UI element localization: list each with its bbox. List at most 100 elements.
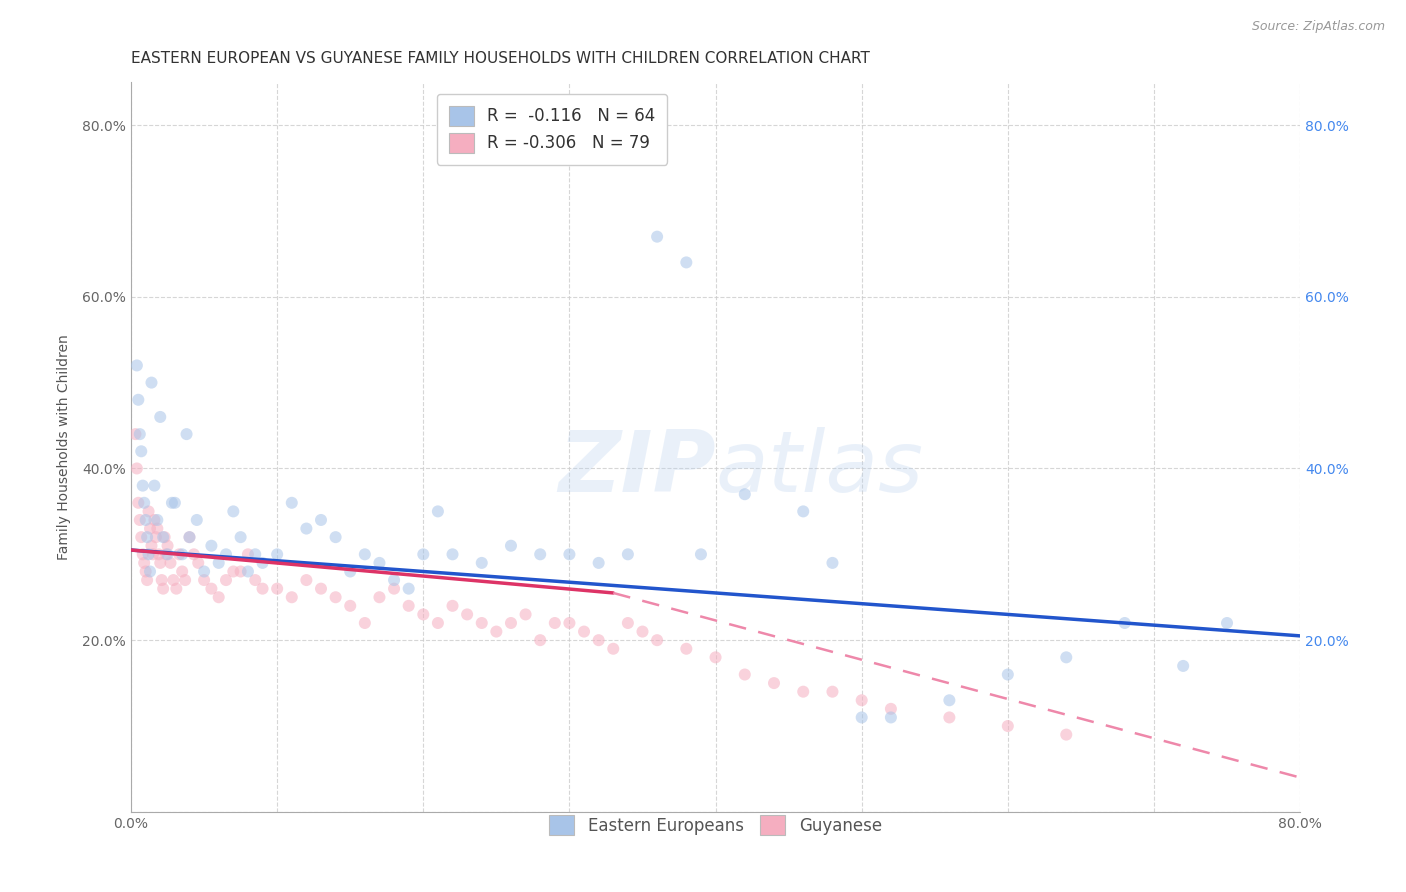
- Point: [295, 522, 318, 536]
- Point: [128, 427, 150, 442]
- Point: [252, 556, 274, 570]
- Text: atlas: atlas: [716, 427, 924, 510]
- Point: [325, 591, 347, 605]
- Point: [229, 530, 252, 544]
- Point: [141, 539, 163, 553]
- Point: [1216, 615, 1239, 630]
- Point: [266, 582, 288, 596]
- Point: [208, 556, 231, 570]
- Y-axis label: Family Households with Children: Family Households with Children: [58, 334, 72, 560]
- Point: [145, 530, 167, 544]
- Point: [156, 539, 179, 553]
- Point: [132, 478, 155, 492]
- Point: [529, 547, 551, 561]
- Point: [150, 573, 173, 587]
- Point: [148, 547, 170, 561]
- Point: [127, 392, 149, 407]
- Point: [880, 710, 903, 724]
- Point: [645, 633, 668, 648]
- Point: [412, 607, 434, 622]
- Point: [880, 702, 903, 716]
- Point: [851, 693, 873, 707]
- Point: [222, 565, 245, 579]
- Point: [426, 504, 449, 518]
- Point: [602, 641, 624, 656]
- Legend: Eastern Europeans, Guyanese: Eastern Europeans, Guyanese: [541, 806, 890, 844]
- Point: [135, 513, 157, 527]
- Point: [821, 556, 844, 570]
- Point: [125, 461, 148, 475]
- Point: [1054, 728, 1077, 742]
- Point: [631, 624, 654, 639]
- Point: [149, 556, 172, 570]
- Point: [485, 624, 508, 639]
- Point: [179, 530, 201, 544]
- Point: [127, 496, 149, 510]
- Point: [128, 513, 150, 527]
- Point: [165, 582, 187, 596]
- Point: [187, 556, 209, 570]
- Point: [309, 513, 332, 527]
- Point: [456, 607, 478, 622]
- Point: [572, 624, 595, 639]
- Point: [588, 556, 610, 570]
- Point: [236, 565, 259, 579]
- Point: [200, 582, 222, 596]
- Point: [134, 556, 156, 570]
- Point: [152, 530, 174, 544]
- Point: [149, 409, 172, 424]
- Point: [179, 530, 201, 544]
- Point: [368, 591, 391, 605]
- Point: [153, 530, 176, 544]
- Point: [138, 504, 160, 518]
- Point: [146, 522, 169, 536]
- Point: [139, 522, 162, 536]
- Point: [245, 573, 267, 587]
- Point: [704, 650, 727, 665]
- Point: [499, 615, 522, 630]
- Point: [382, 582, 405, 596]
- Point: [617, 547, 640, 561]
- Point: [135, 565, 157, 579]
- Point: [208, 591, 231, 605]
- Point: [215, 547, 238, 561]
- Point: [1054, 650, 1077, 665]
- Point: [690, 547, 713, 561]
- Point: [136, 530, 159, 544]
- Point: [129, 444, 152, 458]
- Point: [997, 719, 1019, 733]
- Point: [163, 496, 186, 510]
- Point: [152, 582, 174, 596]
- Point: [588, 633, 610, 648]
- Point: [353, 615, 375, 630]
- Point: [125, 359, 148, 373]
- Point: [167, 547, 190, 561]
- Point: [281, 496, 304, 510]
- Point: [252, 582, 274, 596]
- Point: [200, 539, 222, 553]
- Point: [997, 667, 1019, 681]
- Point: [558, 615, 581, 630]
- Point: [245, 547, 267, 561]
- Point: [441, 599, 464, 613]
- Point: [544, 615, 567, 630]
- Point: [143, 478, 166, 492]
- Point: [515, 607, 537, 622]
- Point: [193, 573, 215, 587]
- Point: [645, 229, 668, 244]
- Point: [339, 565, 361, 579]
- Point: [499, 539, 522, 553]
- Point: [295, 573, 318, 587]
- Point: [146, 513, 169, 527]
- Point: [792, 684, 814, 698]
- Point: [734, 487, 756, 501]
- Point: [412, 547, 434, 561]
- Point: [1114, 615, 1136, 630]
- Point: [734, 667, 756, 681]
- Point: [353, 547, 375, 561]
- Point: [938, 710, 960, 724]
- Point: [172, 547, 194, 561]
- Point: [1173, 659, 1195, 673]
- Point: [558, 547, 581, 561]
- Point: [821, 684, 844, 698]
